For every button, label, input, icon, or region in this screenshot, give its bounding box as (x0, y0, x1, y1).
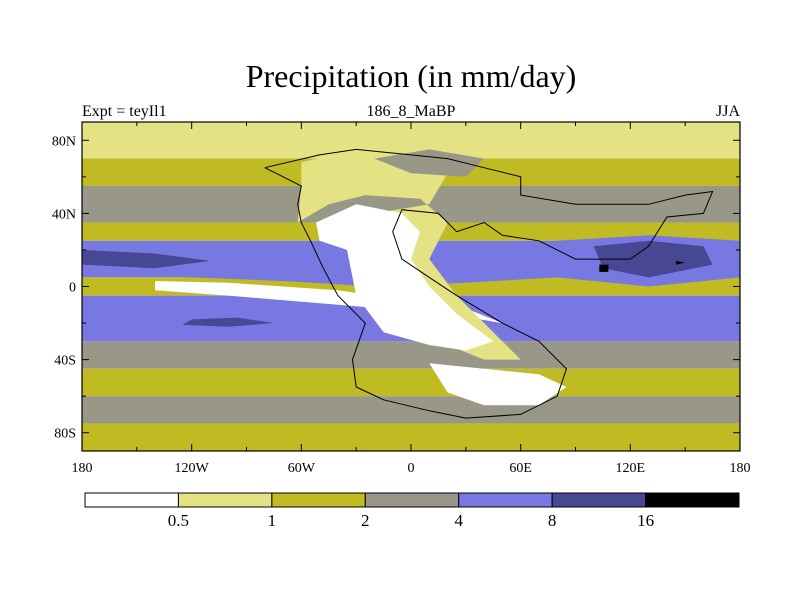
colorbar-swatch (177, 492, 273, 508)
y-tick-label: 40S (54, 354, 76, 369)
x-tick-label: 60W (288, 461, 316, 476)
colorbar-label: 0.5 (168, 511, 189, 530)
features-layer (82, 149, 740, 406)
left-label: Expt = teyIl1 (82, 103, 167, 120)
x-tick-label: 120W (175, 461, 210, 476)
south-heavy-band (182, 317, 274, 327)
x-tick-label: 0 (408, 461, 415, 476)
zone-8 (82, 368, 740, 397)
colorbar-label: 2 (361, 511, 370, 530)
y-axis: 80N 40N 0 40S 80S (52, 134, 740, 442)
plot-area (82, 122, 740, 451)
colorbar-swatch (551, 492, 647, 508)
pangaea-dry-interior (316, 204, 494, 351)
y-tick-label: 0 (69, 281, 76, 296)
x-tick-label: 120E (616, 461, 646, 476)
colorbar-label: 16 (637, 511, 654, 530)
subtropical-dry-east-pacific (155, 281, 503, 324)
y-tick-label: 80S (54, 427, 76, 442)
zone-7 (82, 341, 740, 369)
colorbar-swatch (645, 492, 740, 508)
colorbar-swatch (458, 492, 553, 508)
colorbar-swatch (271, 492, 366, 508)
pangaea-south-dry (429, 363, 567, 406)
x-tick-label: 180 (730, 461, 751, 476)
y-tick-label: 40N (52, 207, 76, 222)
x-tick-label: 60E (509, 461, 532, 476)
colorbar: 0.5 1 2 4 8 16 (84, 492, 740, 530)
y-tick-label: 80N (52, 134, 76, 149)
asian-monsoon-heavy (593, 240, 713, 278)
zone-9 (82, 396, 740, 424)
pacific-max (676, 260, 686, 265)
x-axis: 180 120W 60W 0 60E 120E 180 (72, 122, 751, 476)
center-label: 186_8_MaBP (367, 103, 456, 120)
right-label: JJA (716, 103, 740, 120)
heavy-rain-core-north (82, 249, 210, 269)
colorbar-swatch (84, 492, 179, 508)
colorbar-label: 4 (454, 511, 463, 530)
colorbar-swatch (364, 492, 460, 508)
colorbar-label: 8 (548, 511, 557, 530)
chart-title: Precipitation (in mm/day) (246, 58, 577, 94)
x-tick-label: 180 (72, 461, 93, 476)
colorbar-label: 1 (268, 511, 277, 530)
continent-outline (264, 148, 714, 419)
north-gray-patch (374, 149, 485, 177)
asian-monsoon-max (599, 264, 609, 272)
